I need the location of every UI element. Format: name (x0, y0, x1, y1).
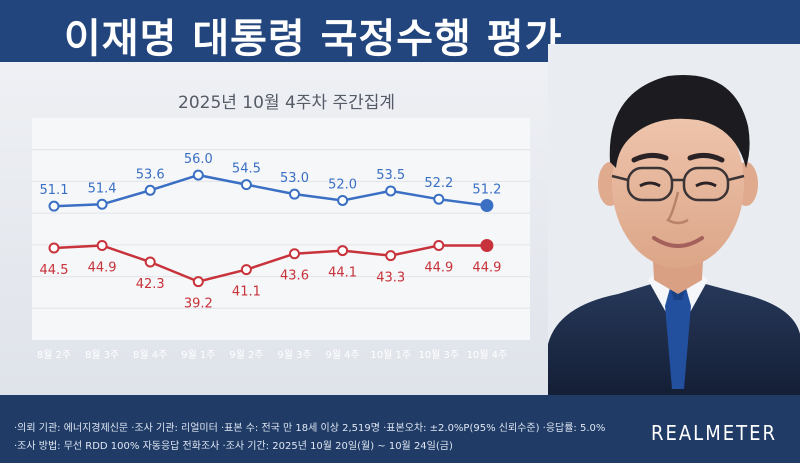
series-line-0 (53, 173, 488, 208)
x-tick-label-7: 10월 1주 (370, 349, 411, 361)
series-1-label-6: 44.1 (328, 266, 357, 281)
series-0-label-8: 52.2 (424, 176, 453, 191)
portrait-icon (548, 44, 800, 395)
series-1-label-2: 42.3 (136, 277, 165, 292)
series-line-1 (53, 244, 487, 283)
x-tick-label-1: 8월 3주 (85, 349, 119, 361)
series-0-point-3 (192, 169, 204, 181)
footer-bar (0, 395, 800, 463)
series-1-point-3 (192, 276, 204, 288)
x-tick-label-6: 9월 4주 (325, 349, 359, 361)
series-0-point-2 (144, 184, 156, 196)
series-0-point-5 (289, 188, 300, 200)
series-1-point-8 (433, 239, 445, 251)
chart-subtitle: 2025년 10월 4주차 주간집계 (178, 93, 396, 113)
brand-logo: REALMETER (651, 421, 777, 445)
x-tick-label-3: 9월 1주 (181, 349, 215, 361)
series-1-label-3: 39.2 (184, 297, 213, 312)
series-0-point-8 (433, 193, 445, 205)
series-1-label-8: 44.9 (424, 260, 453, 275)
series-0-point-7 (385, 185, 397, 197)
series-1-label-1: 44.9 (88, 260, 117, 275)
header-bar: 이재명 대통령 국정수행 평가 (0, 0, 800, 62)
series-0-point-1 (96, 198, 108, 210)
series-1-point-0 (48, 242, 60, 254)
x-tick-label-2: 8월 4주 (133, 349, 167, 361)
series-0-point-6 (337, 194, 349, 206)
series-1-point-2 (144, 256, 156, 268)
x-tick-label-4: 9월 2주 (229, 349, 263, 361)
series-0-label-5: 53.0 (280, 171, 309, 186)
x-tick-label-5: 9월 3주 (277, 349, 311, 361)
series-0-label-1: 51.4 (88, 181, 117, 196)
series-0-label-9: 51.2 (472, 183, 501, 198)
series-0-label-7: 53.5 (376, 168, 405, 183)
series-0-label-0: 51.1 (40, 183, 69, 198)
page-title: 이재명 대통령 국정수행 평가 (64, 16, 563, 62)
series-0-label-2: 53.6 (136, 167, 165, 182)
series-1-point-9 (480, 238, 494, 252)
series-1-point-5 (289, 248, 300, 260)
series-1-label-5: 43.6 (280, 269, 309, 284)
x-tick-label-0: 8월 2주 (37, 349, 71, 361)
survey-info-line-2: ·조사 방법: 무선 RDD 100% 자동응답 전화조사 ·조사 기간: 20… (14, 441, 453, 452)
series-1-point-7 (385, 250, 397, 262)
series-1-label-0: 44.5 (40, 263, 69, 278)
series-0-label-4: 54.5 (232, 162, 261, 177)
series-1-label-4: 41.1 (232, 285, 261, 300)
x-tick-label-9: 10월 4주 (467, 349, 508, 361)
series-0-point-4 (240, 179, 252, 191)
plot-background (32, 118, 530, 340)
series-1-point-4 (240, 264, 252, 276)
series-1-label-9: 44.9 (472, 260, 501, 275)
x-tick-label-8: 10월 3주 (418, 349, 459, 361)
series-0-point-0 (48, 200, 60, 212)
series-0-point-9 (480, 199, 494, 213)
series-0-label-6: 52.0 (328, 177, 357, 192)
series-1-point-1 (96, 239, 108, 251)
series-0-label-3: 56.0 (184, 152, 213, 167)
survey-info-line-1: ·의뢰 기관: 에너지경제신문 ·조사 기관: 리얼미터 ·표본 수: 전국 만… (14, 423, 606, 434)
series-1-label-7: 43.3 (376, 271, 405, 286)
series-1-point-6 (337, 245, 349, 257)
